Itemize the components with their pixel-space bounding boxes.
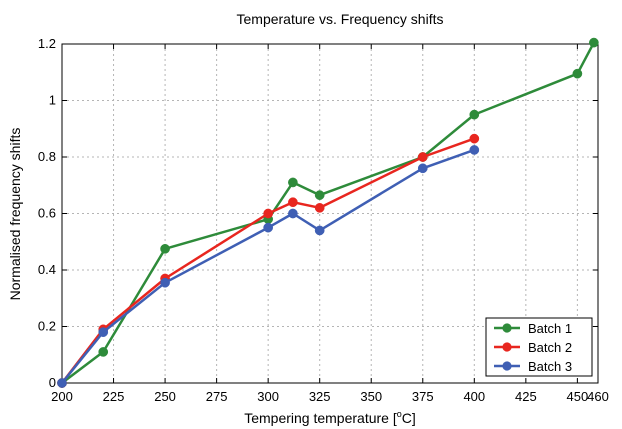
- y-tick-label: 0.6: [38, 206, 56, 221]
- x-tick-label: 300: [257, 389, 279, 404]
- data-point: [263, 222, 274, 233]
- data-point: [589, 37, 599, 48]
- data-point: [469, 109, 480, 120]
- legend-label: Batch 2: [528, 340, 572, 355]
- y-tick-label: 1.2: [38, 36, 56, 51]
- x-tick-label: 250: [154, 389, 176, 404]
- data-point: [417, 163, 428, 174]
- series-line: [61, 42, 596, 384]
- y-tick-label: 0.4: [38, 262, 56, 277]
- data-point: [314, 190, 325, 200]
- series-batch-3: [57, 145, 480, 388]
- series-group: [57, 37, 599, 388]
- y-tick-label: 0.2: [38, 319, 56, 334]
- legend-marker: [502, 342, 512, 352]
- legend-item: Batch 3: [494, 359, 572, 374]
- data-point: [417, 152, 428, 162]
- data-point: [98, 327, 109, 337]
- legend-label: Batch 3: [528, 359, 572, 374]
- chart-title: Temperature vs. Frequency shifts: [237, 11, 444, 27]
- x-tick-label: 225: [103, 389, 125, 404]
- data-point: [263, 208, 274, 219]
- x-tick-label: 375: [412, 389, 434, 404]
- data-point: [57, 378, 67, 388]
- data-point: [288, 197, 298, 208]
- series-line: [61, 137, 475, 384]
- x-tick-label: 425: [515, 389, 537, 404]
- data-point: [160, 243, 170, 254]
- series-batch-1: [57, 37, 599, 388]
- data-point: [469, 145, 480, 155]
- series-line: [61, 148, 475, 384]
- x-axis-label-unit: C]: [402, 410, 416, 426]
- data-point: [314, 203, 325, 213]
- legend-label: Batch 1: [528, 321, 572, 336]
- x-tick-label: 200: [51, 389, 73, 404]
- data-point: [572, 68, 583, 79]
- data-point: [98, 347, 109, 357]
- data-point: [288, 177, 298, 188]
- x-axis-label-degree: o: [397, 409, 402, 419]
- y-tick-label: 1: [49, 93, 56, 108]
- legend: Batch 1 Batch 2 Batch 3: [485, 317, 593, 377]
- x-tick-label: 275: [206, 389, 228, 404]
- x-tick-label: 460: [587, 389, 609, 404]
- x-tick-label: 325: [309, 389, 331, 404]
- data-point: [160, 277, 170, 288]
- data-point: [288, 208, 298, 219]
- x-tick-label: 450: [567, 389, 589, 404]
- x-axis-label: Tempering temperature [oC]: [244, 409, 416, 426]
- y-tick-label: 0: [49, 375, 56, 390]
- y-axis-label: Normalised frequency shifts: [7, 128, 23, 301]
- legend-marker: [502, 361, 512, 371]
- x-tick-label: 400: [463, 389, 485, 404]
- data-point: [469, 133, 480, 144]
- legend-item: Batch 2: [494, 340, 572, 355]
- x-axis-label-text: Tempering temperature [: [244, 410, 397, 426]
- y-tick-label: 0.8: [38, 149, 56, 164]
- legend-item: Batch 1: [494, 321, 572, 336]
- legend-marker: [502, 323, 512, 333]
- data-point: [314, 225, 325, 236]
- x-tick-label: 350: [360, 389, 382, 404]
